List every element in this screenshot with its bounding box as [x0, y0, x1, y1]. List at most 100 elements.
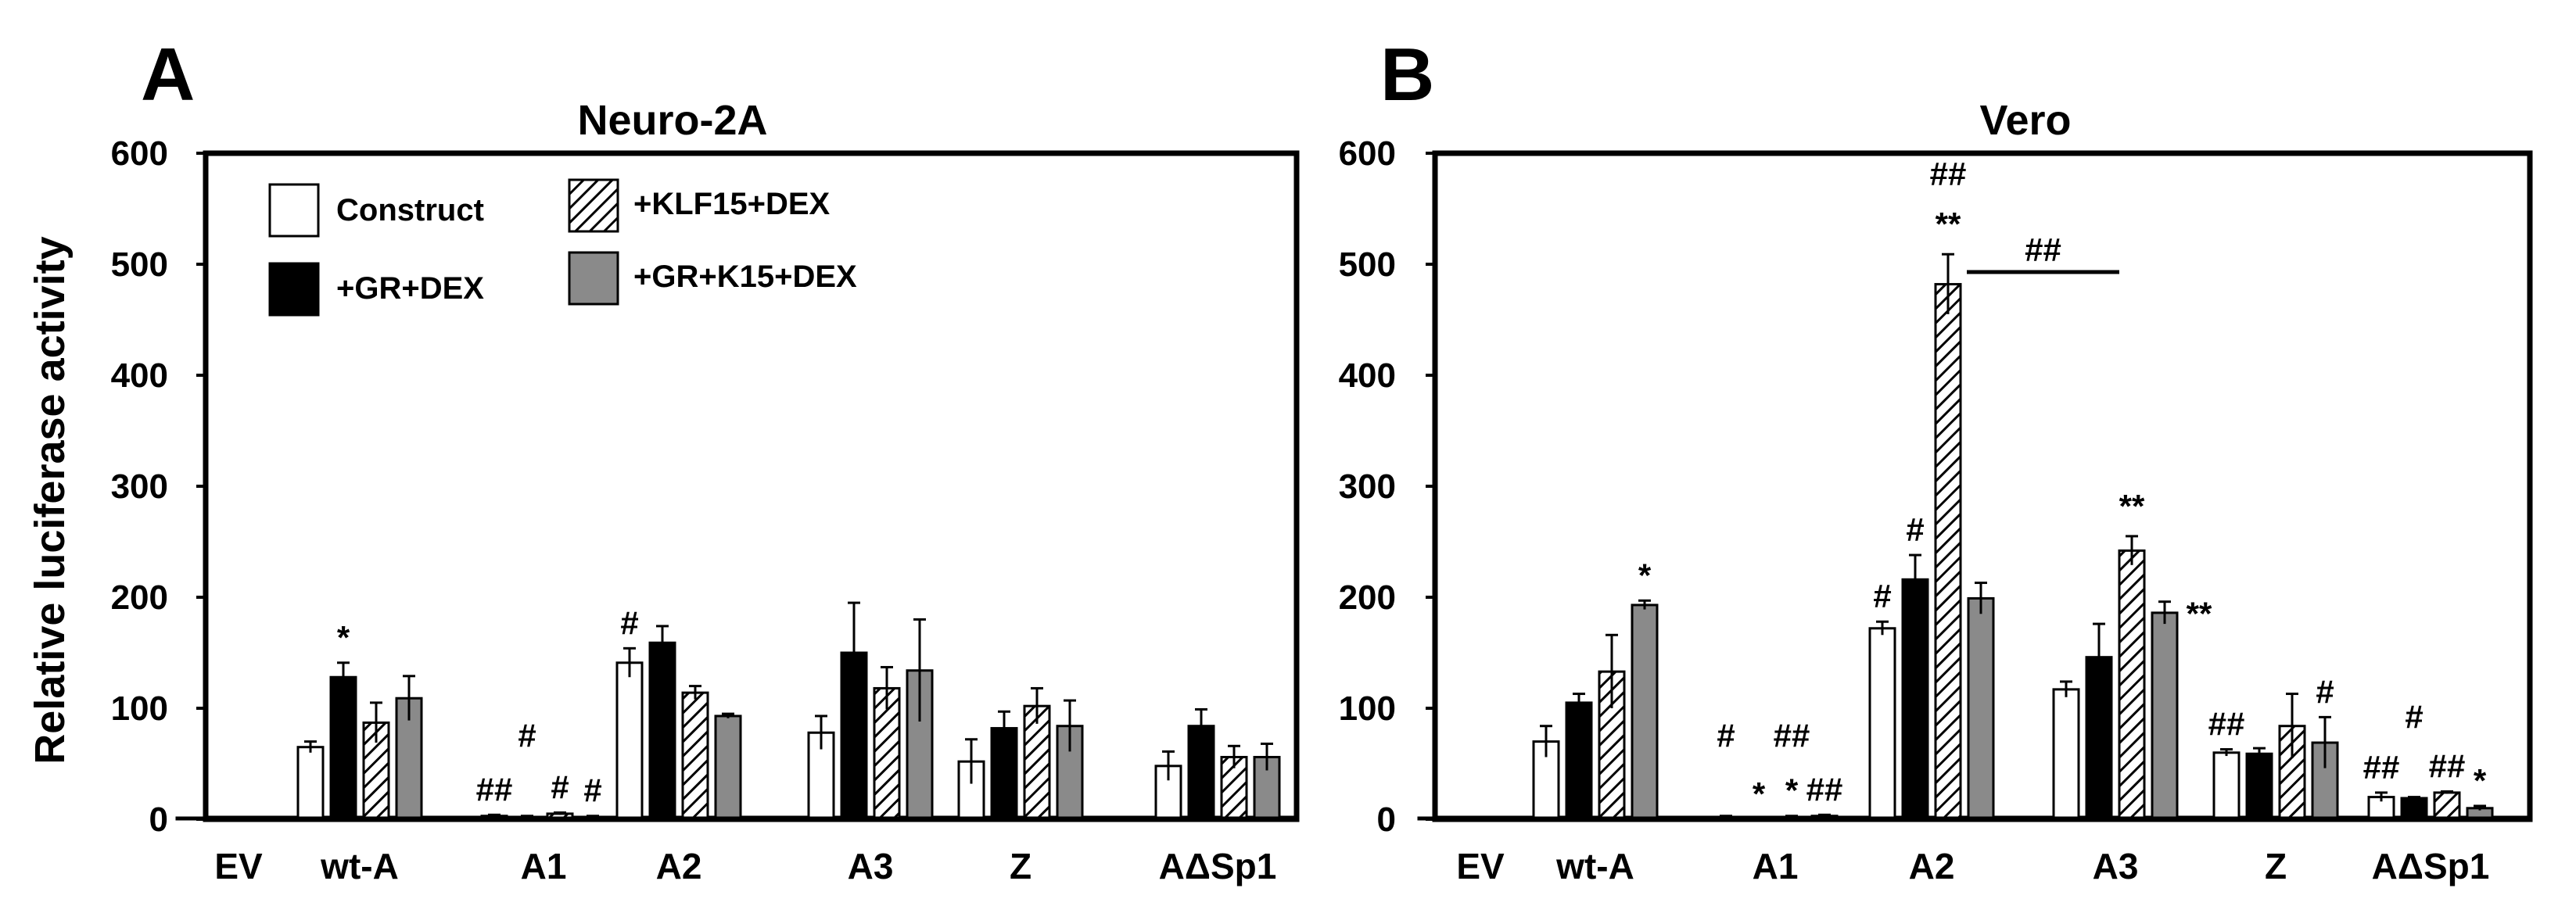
- category-label: A2: [1909, 846, 1955, 886]
- y-tick-label: 0: [149, 800, 168, 839]
- bar-construct: [2212, 751, 2241, 821]
- legend-label-gr-dex: +GR+DEX: [336, 271, 484, 306]
- significance-marker: ##: [1774, 718, 1810, 754]
- bar-construct: [615, 661, 644, 821]
- legend-item-gr-dex: +GR+DEX: [268, 262, 484, 317]
- legend-label-construct: Construct: [336, 193, 484, 227]
- bar-klf15-dex: [1934, 283, 1962, 821]
- significance-marker: #: [583, 772, 601, 809]
- category-label: EV: [214, 846, 263, 886]
- y-tick-label: 400: [111, 356, 168, 395]
- panel-a-category-labels: EV wt-A A1 A2 A3 Z AΔSp1: [214, 846, 1276, 886]
- y-tick-label: 200: [1339, 578, 1396, 617]
- category-label: Z: [1010, 846, 1031, 886]
- bar-construct: [1868, 627, 1896, 821]
- panel-b-bars: [1417, 283, 2530, 821]
- bar-gr-dex: [1901, 578, 1929, 821]
- panel-b-annotations: *# ##* * ####**##****######## *##: [1638, 156, 2487, 812]
- panel-b-category-labels: EV wt-A A1 A2 A3 Z AΔSp1: [1456, 846, 2489, 886]
- bar-klf15-dex: [1023, 704, 1051, 821]
- panel-a-error-bars: [304, 601, 1273, 818]
- bar-gr-dex: [2400, 797, 2428, 821]
- category-label: AΔSp1: [1159, 846, 1277, 886]
- bar-gr-k15-dex: [1631, 603, 1659, 821]
- significance-marker: #: [620, 604, 638, 641]
- significance-marker: **: [2119, 488, 2145, 525]
- significance-marker: ##: [2208, 706, 2245, 743]
- panel-b-letter: B: [1380, 33, 1434, 116]
- y-tick-label: 500: [1339, 245, 1396, 284]
- bracket-label: ##: [2025, 231, 2061, 268]
- bar-gr-dex: [1565, 701, 1593, 821]
- bar-gr-k15-dex: [1967, 596, 1995, 821]
- bar-construct: [175, 816, 203, 821]
- significance-marker: ##: [2429, 748, 2466, 785]
- bar-construct: [296, 746, 325, 821]
- y-tick-label: 500: [111, 245, 168, 284]
- bar-klf15-dex: [2118, 549, 2146, 821]
- legend-swatch-construct: [268, 183, 320, 238]
- y-tick-label: 400: [1339, 356, 1396, 395]
- panel-a-y-ticks: 0 100 200 300 400 500 600: [111, 134, 206, 839]
- significance-marker: ##: [2363, 749, 2400, 786]
- significance-marker: #: [2405, 699, 2423, 736]
- category-label: AΔSp1: [2372, 846, 2490, 886]
- bar-gr-k15-dex: [714, 714, 742, 821]
- panel-b-error-bars: [1540, 252, 2486, 818]
- bar-klf15-dex: [2433, 791, 2461, 821]
- category-label: wt-A: [1555, 846, 1634, 886]
- bar-gr-k15-dex: [2151, 611, 2179, 821]
- significance-marker: **: [2187, 596, 2212, 632]
- category-label: Z: [2265, 846, 2287, 886]
- y-tick-label: 600: [1339, 134, 1396, 173]
- significance-marker: #: [551, 768, 569, 805]
- panel-b-frame: [1432, 150, 2533, 822]
- bar-construct: [2052, 688, 2080, 821]
- significance-marker: #: [1717, 718, 1735, 754]
- y-tick-label: 300: [1339, 467, 1396, 506]
- significance-marker: #: [1873, 578, 1891, 614]
- category-label: A1: [1753, 846, 1799, 886]
- legend-swatch-gr-k15-dex: [568, 251, 619, 306]
- panel-a-frame: [203, 150, 1300, 822]
- category-label: A1: [521, 846, 567, 886]
- panel-b-title: Vero: [1979, 97, 2071, 144]
- category-label: EV: [1456, 846, 1505, 886]
- significance-marker: *: [2474, 762, 2487, 799]
- panel-a-title: Neuro-2A: [577, 97, 767, 144]
- significance-marker: *: [337, 619, 350, 656]
- y-tick-label: 600: [111, 134, 168, 173]
- legend-label-gr-k15-dex: +GR+K15+DEX: [633, 260, 857, 294]
- legend-swatch-klf15-dex: [568, 178, 619, 233]
- significance-marker: #: [1906, 511, 1924, 548]
- legend-label-klf15-dex: +KLF15+DEX: [633, 187, 831, 221]
- legend-item-construct: Construct: [268, 183, 484, 238]
- category-label: A2: [656, 846, 702, 886]
- panel-a-annotations: *#### ##: [337, 604, 639, 808]
- category-label: A3: [2093, 846, 2139, 886]
- significance-marker: #: [518, 718, 536, 754]
- legend-item-klf15-dex: +KLF15+DEX: [568, 178, 831, 233]
- significance-marker: ##: [476, 771, 513, 808]
- significance-marker: #: [2316, 673, 2334, 710]
- y-tick-label: 200: [111, 578, 168, 617]
- bar-gr-dex: [648, 641, 676, 821]
- category-label: wt-A: [320, 846, 399, 886]
- panel-a-letter: A: [141, 33, 195, 116]
- bar-gr-dex: [329, 675, 357, 821]
- significance-marker: ##: [1806, 771, 1843, 808]
- significance-marker: *: [1638, 557, 1652, 593]
- y-tick-label: 100: [1339, 689, 1396, 728]
- panel-a-bars: [175, 641, 1297, 821]
- significance-marker: **: [1936, 206, 1961, 242]
- y-axis-label: Relative luciferase activity: [27, 236, 74, 764]
- bar-gr-dex: [2245, 752, 2273, 821]
- y-tick-label: 100: [111, 689, 168, 728]
- y-tick-label: 0: [1377, 800, 1396, 839]
- legend-item-gr-k15-dex: +GR+K15+DEX: [568, 251, 857, 306]
- panel-b-y-ticks: 0 100 200 300 400 500 600: [1339, 134, 1435, 839]
- bar-klf15-dex: [681, 691, 709, 821]
